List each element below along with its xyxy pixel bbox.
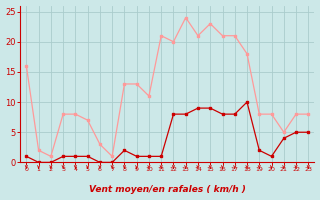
X-axis label: Vent moyen/en rafales ( km/h ): Vent moyen/en rafales ( km/h ) <box>89 185 246 194</box>
